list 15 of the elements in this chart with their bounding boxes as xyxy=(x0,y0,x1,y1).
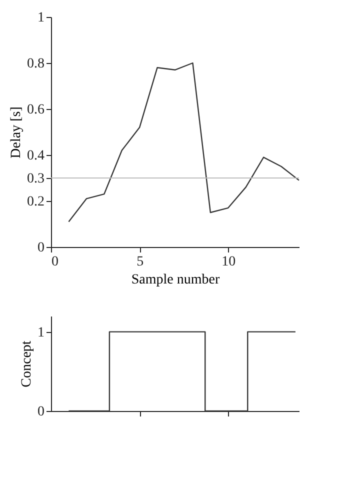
y-axis-title: Concept xyxy=(20,340,34,388)
y-tick-label: 0 xyxy=(38,404,44,420)
y-tick-label: 0.2 xyxy=(27,194,44,210)
y-axis-title: Delay [s] xyxy=(9,106,24,158)
x-tick-label: 5 xyxy=(136,254,144,270)
y-tick-label: 1 xyxy=(38,325,44,340)
y-tick-label: 0.3 xyxy=(27,172,44,186)
x-axis-title: Sample number xyxy=(131,272,220,288)
y-tick-label: 0.4 xyxy=(27,148,44,164)
y-tick-label: 1 xyxy=(38,10,44,26)
x-tick-label: 10 xyxy=(222,254,236,270)
x-tick-label: 0 xyxy=(52,254,58,270)
y-tick-label: 0.8 xyxy=(27,56,44,72)
y-tick-label: 0 xyxy=(38,240,44,256)
y-tick-label: 0.6 xyxy=(27,102,44,118)
